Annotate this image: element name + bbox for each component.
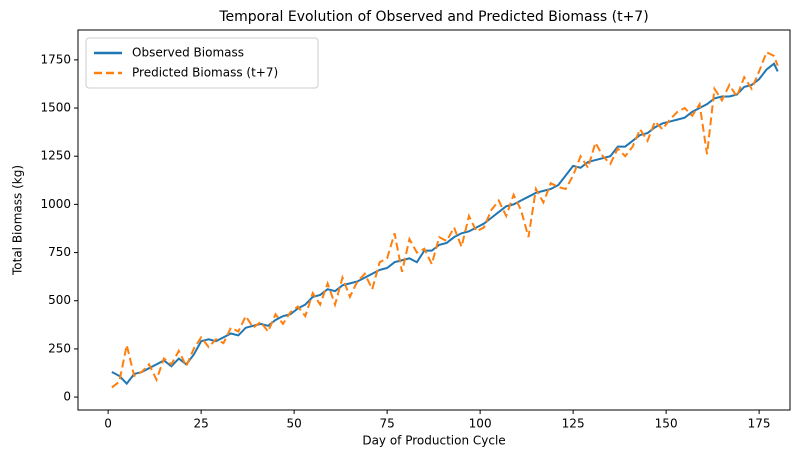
y-tick-label: 0 — [63, 390, 71, 404]
y-tick-label: 1250 — [40, 149, 71, 163]
x-tick-label: 25 — [193, 417, 208, 431]
series-line — [111, 62, 779, 386]
y-axis-label: Total Biomass (kg) — [11, 165, 25, 276]
x-axis-label: Day of Production Cycle — [362, 434, 505, 448]
y-tick-label: 1000 — [40, 197, 71, 211]
y-tick-label: 1750 — [40, 52, 71, 66]
y-tick-label: 1500 — [40, 101, 71, 115]
y-tick-label: 750 — [48, 245, 71, 259]
y-tick-label: 500 — [48, 293, 71, 307]
legend-box — [85, 37, 319, 89]
plot-frame — [77, 29, 791, 411]
legend-label: Predicted Biomass (t+7) — [132, 66, 278, 80]
y-tick-label: 250 — [48, 341, 71, 355]
x-tick-label: 175 — [748, 417, 771, 431]
legend-label: Observed Biomass — [132, 46, 244, 60]
series-line — [111, 50, 779, 389]
x-tick-label: 150 — [655, 417, 678, 431]
x-tick-label: 50 — [286, 417, 301, 431]
chart-title: Temporal Evolution of Observed and Predi… — [218, 9, 648, 25]
x-tick-label: 0 — [104, 417, 112, 431]
x-tick-label: 75 — [379, 417, 394, 431]
x-tick-label: 125 — [562, 417, 585, 431]
x-tick-label: 100 — [469, 417, 492, 431]
